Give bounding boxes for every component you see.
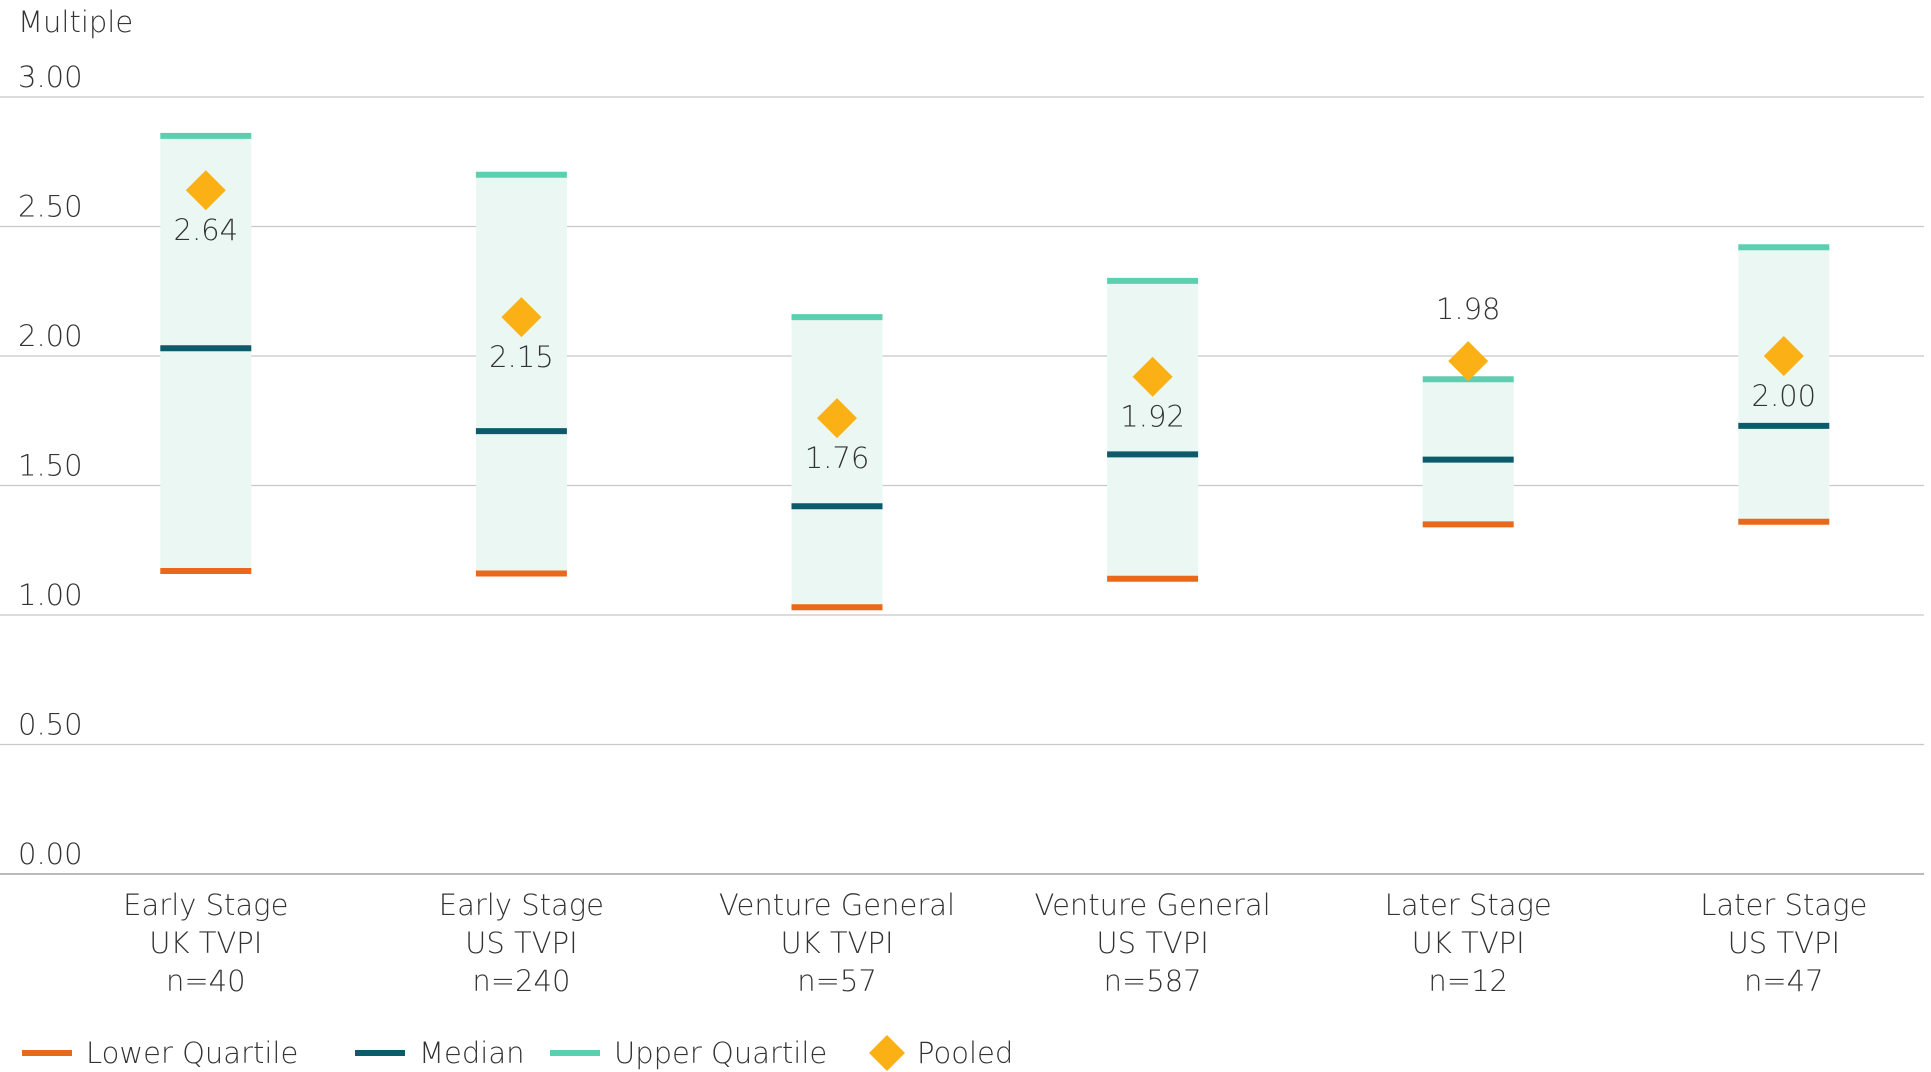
y-tick-label: 2.00	[18, 319, 83, 353]
y-tick-label: 1.50	[18, 449, 83, 483]
y-tick-label: 1.00	[18, 578, 83, 612]
y-tick-label: 0.50	[18, 708, 83, 742]
pooled-marker	[1763, 336, 1804, 376]
pooled-label: 2.64	[174, 213, 239, 247]
quartile-box	[475, 174, 567, 574]
x-tick-label: n=57	[797, 964, 877, 998]
pooled-marker	[185, 170, 226, 211]
x-tick-label: Early Stage	[439, 888, 604, 922]
x-tick-label: US TVPI	[1096, 926, 1208, 960]
y-tick-label: 0.00	[18, 837, 83, 871]
legend-label: Median	[419, 1036, 524, 1070]
x-tick-label: Venture General	[1034, 888, 1270, 922]
quartile-box	[1422, 379, 1514, 525]
quartile-box	[1738, 247, 1830, 522]
y-tick-label: 2.50	[18, 190, 83, 224]
x-tick-label: n=47	[1744, 964, 1824, 998]
x-tick-label: n=587	[1104, 964, 1202, 998]
pooled-marker	[1448, 341, 1489, 382]
pooled-marker	[817, 398, 857, 439]
pooled-marker	[1132, 356, 1173, 397]
pooled-marker	[501, 297, 542, 338]
x-tick-label: US TVPI	[1728, 926, 1840, 960]
x-tick-label: n=12	[1428, 964, 1508, 998]
pooled-label: 2.00	[1752, 379, 1817, 413]
x-tick-label: n=240	[472, 964, 570, 998]
y-tick-label: 3.00	[18, 60, 83, 94]
x-tick-label: Early Stage	[123, 888, 288, 922]
pooled-label: 1.76	[805, 441, 870, 475]
pooled-label: 1.92	[1120, 400, 1185, 434]
x-tick-label: US TVPI	[465, 926, 577, 960]
legend-marker	[869, 1035, 905, 1071]
legend-label: Pooled	[917, 1036, 1013, 1070]
pooled-label: 2.15	[489, 340, 554, 374]
quartile-box	[1107, 280, 1199, 579]
y-axis-label: Multiple	[18, 5, 133, 39]
legend-label: Upper Quartile	[614, 1036, 827, 1070]
x-tick-label: UK TVPI	[149, 926, 262, 960]
x-tick-label: UK TVPI	[780, 926, 893, 960]
x-tick-label: Venture General	[719, 888, 955, 922]
x-tick-label: Later Stage	[1700, 888, 1867, 922]
pooled-label: 1.98	[1436, 292, 1501, 326]
quartile-box	[791, 317, 883, 608]
legend-label: Lower Quartile	[86, 1036, 298, 1070]
x-tick-label: UK TVPI	[1412, 926, 1525, 960]
x-tick-label: Later Stage	[1385, 888, 1552, 922]
x-tick-label: n=40	[166, 964, 246, 998]
